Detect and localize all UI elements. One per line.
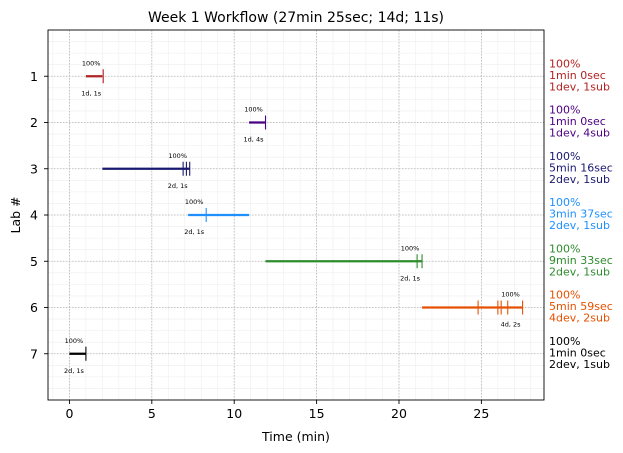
side-annotation-line: 2dev, 1sub <box>549 219 610 232</box>
y-tick-label: 7 <box>30 346 38 361</box>
counts-label: 2d, 1s <box>168 182 189 190</box>
side-annotation-line: 5min 59sec <box>549 300 613 313</box>
y-tick-label: 2 <box>30 115 38 130</box>
side-annotation-line: 1dev, 4sub <box>549 127 610 140</box>
y-axis-label: Lab # <box>8 196 23 233</box>
percent-label: 100% <box>401 244 420 252</box>
side-annotation-line: 2dev, 1sub <box>549 173 610 186</box>
counts-label: 1d, 1s <box>81 89 102 97</box>
percent-label: 100% <box>168 152 187 160</box>
x-tick-label: 15 <box>309 406 325 421</box>
lab-bars: 100% 1d, 1s 100% 1d, 4s 100% 2d, 1s 100% 2d, 1s… <box>64 59 524 375</box>
side-annotation-line: 5min 16sec <box>549 161 613 174</box>
y-tick-label: 6 <box>30 300 38 315</box>
grid <box>48 29 544 401</box>
axis-ticks: 0 5 10 15 20 25 1 2 3 4 5 6 7 <box>30 69 489 421</box>
side-annotation-line: 1min 0sec <box>549 115 606 128</box>
x-tick-label: 20 <box>391 406 407 421</box>
y-tick-label: 1 <box>30 69 38 84</box>
chart-title: Week 1 Workflow (27min 25sec; 14d; 11s) <box>148 10 444 26</box>
side-annotation-line: 100% <box>549 242 580 255</box>
side-annotation-line: 2dev, 1sub <box>549 358 610 371</box>
side-annotation-line: 1min 0sec <box>549 346 606 359</box>
side-annotation-line: 100% <box>549 57 580 70</box>
side-annotation-line: 100% <box>549 104 580 117</box>
side-annotation-line: 100% <box>549 196 580 209</box>
side-annotation-line: 1min 0sec <box>549 69 606 82</box>
x-axis-label: Time (min) <box>261 429 330 444</box>
percent-label: 100% <box>65 337 84 345</box>
y-tick-label: 4 <box>30 208 38 223</box>
counts-label: 2d, 1s <box>184 228 205 236</box>
side-annotation-line: 4dev, 2sub <box>549 312 610 325</box>
y-tick-label: 3 <box>30 161 38 176</box>
side-annotation-line: 2dev, 1sub <box>549 265 610 278</box>
y-tick-label: 5 <box>30 254 38 269</box>
percent-label: 100% <box>82 59 101 67</box>
percent-label: 100% <box>244 106 263 114</box>
side-annotation-line: 100% <box>549 289 580 302</box>
counts-label: 4d, 2s <box>501 321 522 329</box>
percent-label: 100% <box>501 291 520 299</box>
x-tick-label: 5 <box>148 406 156 421</box>
side-annotation-line: 1dev, 1sub <box>549 80 610 93</box>
side-annotation-line: 9min 33sec <box>549 254 613 267</box>
percent-label: 100% <box>185 198 204 206</box>
counts-label: 1d, 4s <box>244 136 265 144</box>
side-annotation-line: 3min 37sec <box>549 208 613 221</box>
x-tick-label: 0 <box>65 406 73 421</box>
side-annotation-line: 100% <box>549 335 580 348</box>
counts-label: 2d, 1s <box>400 274 421 282</box>
side-annotation-line: 100% <box>549 150 580 163</box>
x-tick-label: 10 <box>226 406 242 421</box>
x-tick-label: 25 <box>473 406 489 421</box>
counts-label: 2d, 1s <box>64 367 85 375</box>
